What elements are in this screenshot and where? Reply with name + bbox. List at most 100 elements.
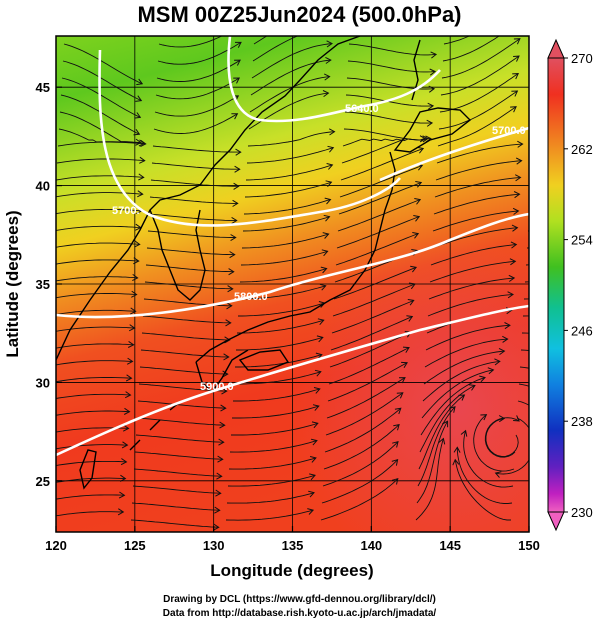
streamline bbox=[328, 347, 410, 385]
streamline-arrow bbox=[391, 477, 399, 485]
streamline-arrow bbox=[316, 335, 324, 343]
colorbar-top-arrow bbox=[547, 38, 565, 59]
streamline-arrow bbox=[328, 128, 336, 136]
streamline-arrow bbox=[329, 8, 334, 14]
streamline bbox=[320, 478, 399, 521]
streamline-arrow bbox=[310, 438, 318, 446]
streamline bbox=[229, 440, 318, 453]
streamline-arrow bbox=[308, 490, 315, 498]
wind-streamlines bbox=[56, 4, 599, 531]
streamline-arrow bbox=[498, 415, 506, 423]
credit-data: Data from http://database.rish.kyoto-u.a… bbox=[162, 608, 437, 619]
streamline bbox=[425, 324, 510, 351]
streamline bbox=[56, 393, 131, 399]
streamline-arrow bbox=[429, 68, 437, 76]
streamline bbox=[56, 225, 141, 231]
streamline bbox=[142, 315, 231, 324]
streamline bbox=[454, 459, 511, 521]
streamline-arrow bbox=[233, 182, 240, 190]
streamline bbox=[237, 319, 324, 334]
x-tick-label: 135 bbox=[282, 538, 304, 553]
contour-label: 5700. bbox=[112, 205, 140, 217]
streamline bbox=[539, 27, 599, 44]
streamline-arrow bbox=[498, 347, 506, 356]
coastline bbox=[238, 349, 290, 371]
streamline bbox=[56, 444, 128, 450]
streamline bbox=[239, 268, 327, 283]
streamline-arrow bbox=[511, 90, 519, 97]
streamline-arrow bbox=[394, 407, 402, 415]
streamline bbox=[56, 309, 136, 315]
streamline-arrow bbox=[223, 353, 230, 361]
colorbar-label: 238 bbox=[571, 414, 593, 429]
streamline bbox=[56, 511, 124, 517]
streamline-arrow bbox=[582, 429, 588, 435]
streamline-arrow bbox=[226, 302, 233, 310]
coastline bbox=[195, 349, 249, 394]
streamline-arrow bbox=[515, 21, 521, 27]
height-contour bbox=[379, 126, 529, 182]
streamline-arrow bbox=[314, 369, 322, 377]
streamline bbox=[56, 192, 143, 198]
streamline-arrow bbox=[213, 523, 220, 531]
streamline-arrow bbox=[458, 394, 466, 401]
streamline-arrow bbox=[516, 4, 522, 9]
streamline-arrow bbox=[502, 335, 509, 343]
streamline-arrow bbox=[422, 135, 429, 143]
colorbar-label: 262 bbox=[571, 142, 593, 157]
streamline bbox=[63, 43, 143, 85]
streamline-arrow bbox=[508, 274, 516, 282]
contour-label: 5900.0 bbox=[200, 381, 234, 393]
x-tick-label: 140 bbox=[360, 538, 382, 553]
streamline bbox=[441, 38, 521, 79]
streamline-arrow bbox=[317, 318, 325, 326]
x-tick-label: 120 bbox=[45, 538, 67, 553]
colorbar-label: 246 bbox=[571, 323, 593, 338]
streamline-arrow bbox=[325, 180, 333, 188]
streamline-arrow bbox=[138, 173, 145, 181]
streamline bbox=[434, 176, 521, 198]
streamline-arrow bbox=[229, 251, 236, 259]
streamline bbox=[228, 457, 317, 470]
y-tick-label: 40 bbox=[36, 179, 50, 194]
streamline bbox=[424, 338, 508, 368]
coastlines bbox=[56, 36, 472, 490]
colorbar-bottom-arrow bbox=[547, 511, 565, 532]
streamline-arrow bbox=[408, 282, 416, 290]
contour-label: 5640.0 bbox=[345, 103, 379, 115]
streamline-arrow bbox=[509, 258, 517, 266]
streamline bbox=[463, 430, 514, 488]
streamline bbox=[59, 111, 141, 144]
streamline-arrow bbox=[218, 438, 225, 446]
streamline-arrow bbox=[328, 24, 333, 30]
streamline-arrow bbox=[326, 163, 334, 170]
streamline bbox=[151, 162, 240, 170]
streamline-arrow bbox=[415, 181, 423, 188]
streamline-arrow bbox=[320, 266, 328, 274]
streamline bbox=[340, 148, 424, 181]
streamline bbox=[61, 77, 141, 118]
streamline-arrow bbox=[515, 157, 523, 165]
streamline-arrow bbox=[326, 40, 333, 48]
streamline-arrow bbox=[396, 392, 404, 399]
streamline bbox=[231, 422, 318, 436]
streamline-arrow bbox=[222, 370, 229, 378]
streamline bbox=[324, 407, 402, 453]
height-contour bbox=[56, 212, 529, 319]
contour-label: 5700.0 bbox=[492, 125, 526, 137]
streamline-arrow bbox=[438, 437, 446, 445]
streamline bbox=[433, 193, 520, 215]
streamline-arrow bbox=[507, 291, 514, 299]
streamline bbox=[418, 394, 465, 470]
streamline-arrow bbox=[322, 90, 330, 98]
streamline bbox=[249, 76, 330, 113]
streamline-arrow bbox=[134, 240, 141, 248]
streamline-arrow bbox=[512, 73, 520, 80]
streamline bbox=[155, 77, 240, 100]
x-tick-label: 150 bbox=[518, 538, 540, 553]
credit-dcl: Drawing by DCL (https://www.gfd-dennou.o… bbox=[163, 594, 436, 605]
y-tick-label: 25 bbox=[36, 474, 50, 489]
streamline bbox=[235, 354, 322, 368]
streamline-arrow bbox=[122, 424, 130, 432]
